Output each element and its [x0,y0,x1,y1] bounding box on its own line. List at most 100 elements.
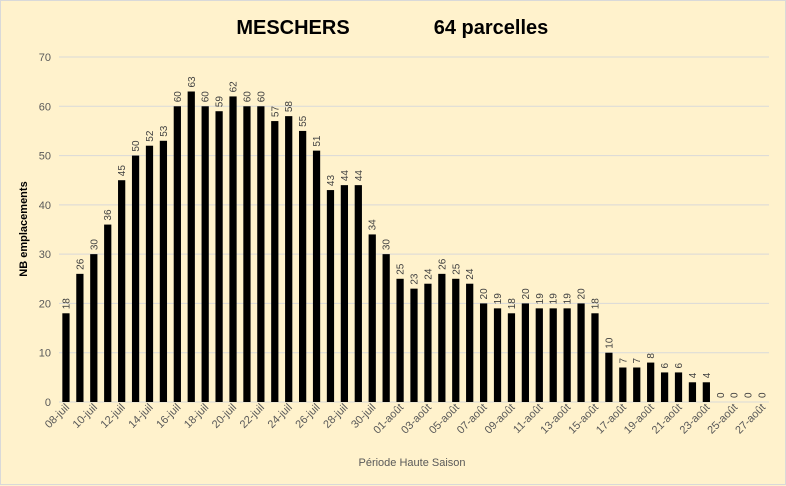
x-tick-label: 10-juil [71,402,100,431]
bar [535,308,543,402]
x-axis-title: Période Haute Saison [358,457,465,469]
bar [563,308,571,402]
data-label: 4 [702,372,713,378]
bar [647,362,655,402]
bar [340,185,349,402]
data-label: 25 [451,263,462,275]
bar [243,106,251,403]
data-label: 0 [716,392,727,398]
x-tick-label: 25-août [705,402,740,437]
bar [257,106,265,403]
bar [410,288,418,402]
bar [271,121,279,403]
data-label: 59 [215,96,226,108]
bar [549,308,557,402]
bar [201,106,209,403]
data-label: 45 [117,165,128,177]
data-label: 20 [577,288,588,300]
bar [118,180,126,402]
y-tick-label: 20 [39,298,51,310]
data-label: 7 [618,358,629,364]
bar [619,367,627,402]
x-tick-label: 01-août [371,402,406,437]
x-tick-label: 15-août [566,402,601,437]
bar [368,234,376,402]
bar [187,91,195,402]
data-label: 19 [549,293,560,305]
y-tick-label: 40 [39,200,51,212]
x-tick-label: 14-juil [126,402,155,431]
data-label: 25 [396,263,407,275]
data-label: 26 [437,258,448,270]
data-label: 0 [744,392,755,398]
x-tick-label: 03-août [399,402,434,437]
x-tick-label: 21-août [650,402,685,437]
data-label: 58 [284,101,295,113]
data-label: 63 [187,76,198,88]
bar [229,96,237,402]
data-label: 60 [173,91,184,103]
data-label: 20 [521,288,532,300]
data-label: 8 [646,353,657,359]
data-label: 43 [326,175,337,187]
bar [674,372,683,402]
bar [452,278,460,402]
bar [396,278,404,402]
bar [299,130,307,402]
chart-title-count: 64 parcelles [434,17,549,39]
data-label: 36 [103,209,114,221]
y-tick-label: 0 [45,397,51,409]
bar [215,111,223,402]
bar [104,224,112,402]
data-label: 6 [674,362,685,368]
bar [382,254,390,402]
y-tick-label: 50 [39,151,51,163]
bar [438,273,446,402]
data-label: 60 [256,91,267,103]
x-tick-label: 07-août [455,402,490,437]
bar [62,313,70,402]
x-tick-label: 24-juil [266,402,295,431]
data-label: 19 [535,293,546,305]
data-label: 7 [632,358,643,364]
bar [424,283,432,402]
bar [131,155,140,402]
data-label: 18 [590,298,601,310]
data-label: 19 [563,293,574,305]
x-tick-label: 13-août [538,402,573,437]
data-label: 26 [75,258,86,270]
data-label: 44 [340,170,351,182]
bar [521,303,529,402]
x-tick-label: 27-août [733,402,768,437]
bar [76,273,84,402]
x-tick-label: 17-août [594,402,629,437]
data-label: 24 [423,268,434,280]
bar [159,140,168,403]
x-tick-label: 12-juil [99,402,128,431]
x-tick-label: 05-août [427,402,462,437]
data-label: 50 [131,140,142,152]
bar [312,150,321,402]
data-label: 23 [410,273,421,285]
bar [479,303,488,402]
y-axis-title: NB emplacements [18,181,30,276]
data-label: 60 [242,91,253,103]
x-tick-label: 22-juil [238,402,267,431]
bar [507,313,516,402]
bar [173,106,181,403]
x-tick-label: 16-juil [154,402,183,431]
data-label: 30 [89,239,100,251]
x-tick-label: 26-juil [293,402,322,431]
bar [90,254,98,402]
bar [702,382,710,402]
data-label: 0 [758,392,769,398]
bar [605,352,613,402]
data-label: 18 [507,298,518,310]
data-label: 51 [312,135,323,147]
data-label: 30 [382,239,393,251]
bar [633,367,641,402]
x-tick-label: 18-juil [182,402,211,431]
data-label: 44 [354,170,365,182]
x-tick-label: 19-août [622,402,657,437]
